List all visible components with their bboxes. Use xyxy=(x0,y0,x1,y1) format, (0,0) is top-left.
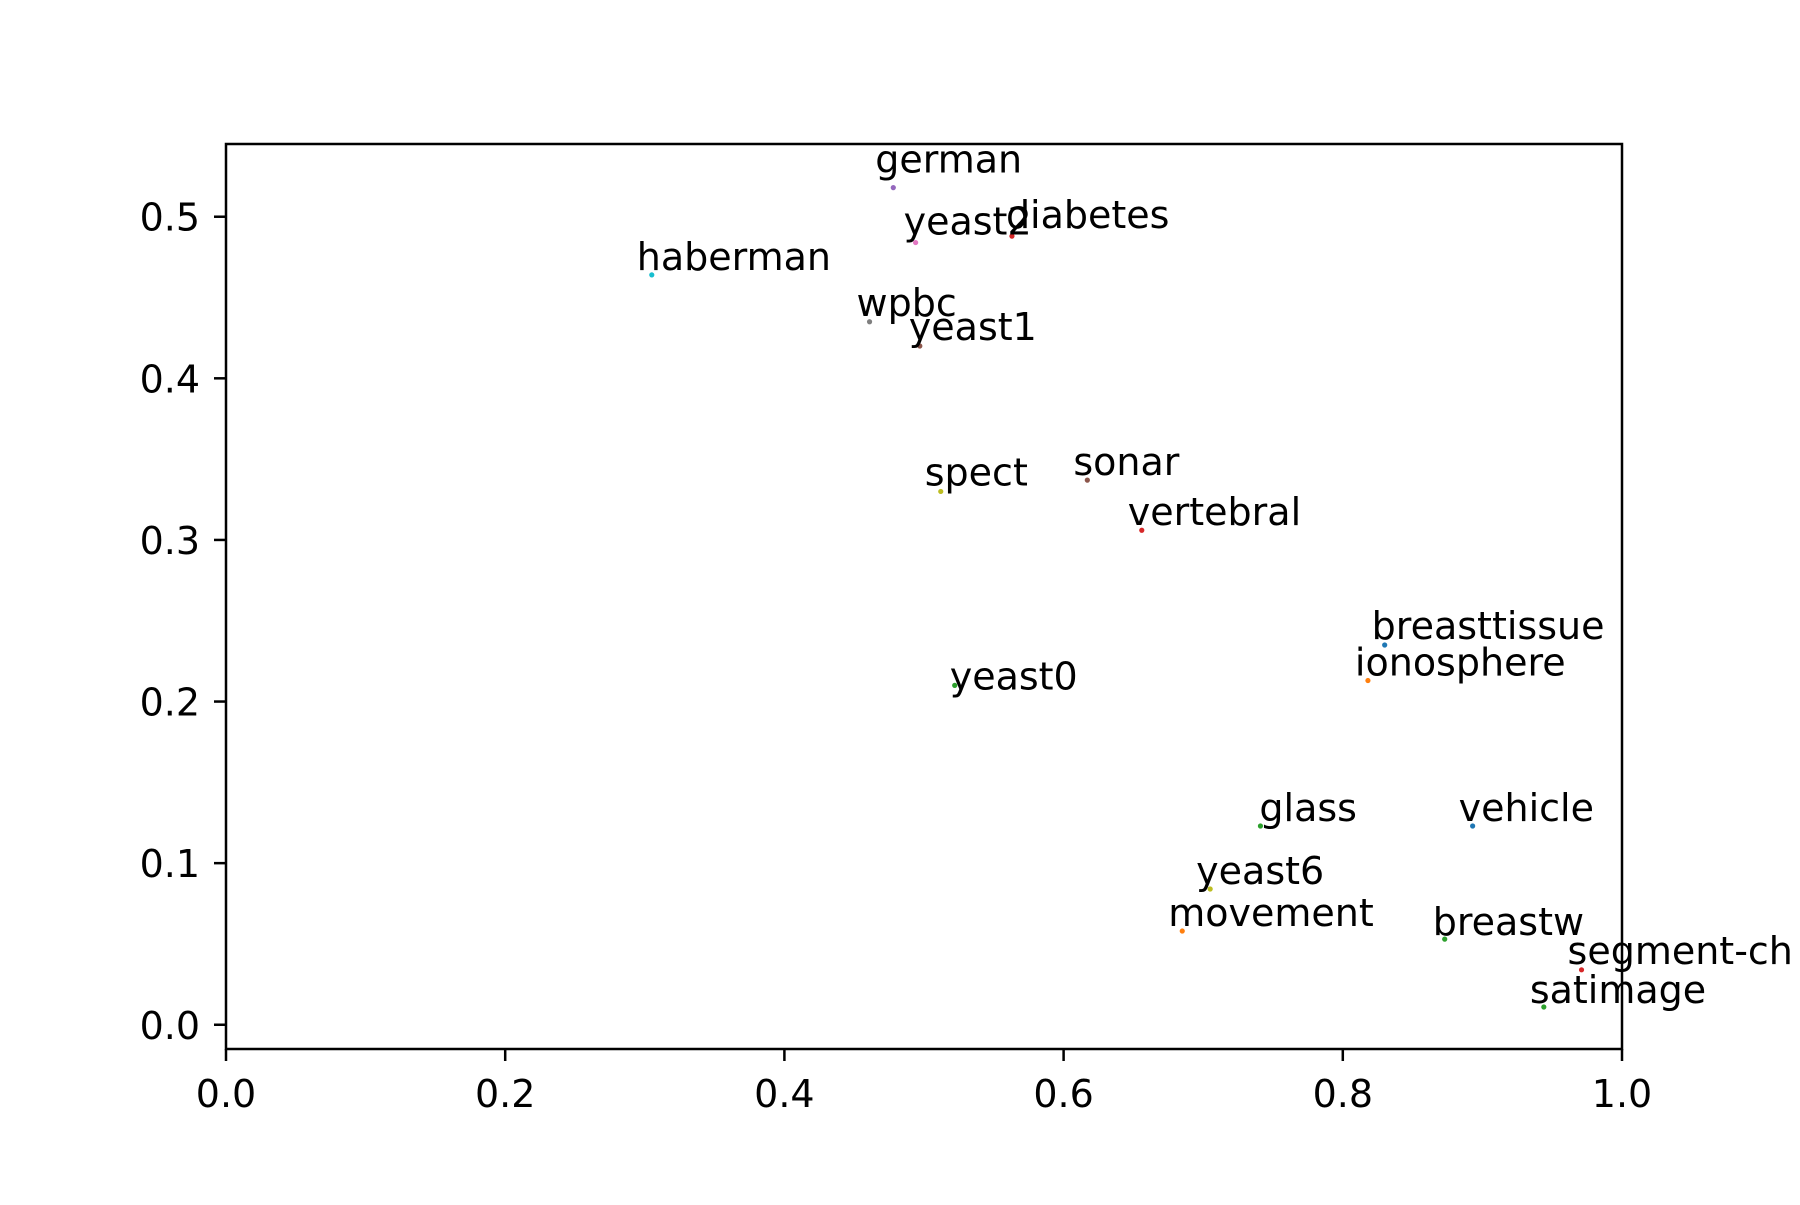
data-points xyxy=(649,185,1585,1010)
point-yeast0 xyxy=(952,682,958,688)
point-vehicle xyxy=(1470,823,1476,829)
y-tick-label: 0.2 xyxy=(140,681,200,725)
y-tick-label: 0.3 xyxy=(140,519,200,563)
x-tick-label: 0.2 xyxy=(475,1072,535,1116)
label-yeast1: yeast1 xyxy=(909,305,1037,349)
point-yeast2 xyxy=(913,239,919,246)
point-glass xyxy=(1257,823,1264,829)
point-segment-ch xyxy=(1578,967,1585,973)
label-haberman: haberman xyxy=(637,235,831,279)
point-breasttissue xyxy=(1382,642,1388,648)
point-spect xyxy=(938,488,944,495)
label-vehicle: vehicle xyxy=(1459,786,1594,830)
label-diabetes: diabetes xyxy=(1006,193,1170,237)
point-vertebral xyxy=(1139,527,1145,533)
point-sonar xyxy=(1084,477,1090,483)
y-tick-label: 0.0 xyxy=(140,1004,200,1048)
point-wpbc xyxy=(866,319,873,325)
point-satimage xyxy=(1541,1004,1547,1010)
y-tick-label: 0.1 xyxy=(140,842,200,886)
label-yeast2: yeast2 xyxy=(904,200,1032,244)
plot-area-frame xyxy=(224,142,1624,1051)
point-german xyxy=(890,185,896,191)
y-axis-ticks: 0.0 0.1 0.2 0.3 0.4 0.5 xyxy=(140,196,226,1048)
label-wpbc: wpbc xyxy=(857,281,957,325)
point-diabetes xyxy=(1009,233,1015,239)
point-haberman xyxy=(649,272,655,278)
label-breastw: breastw xyxy=(1433,900,1584,944)
x-tick-label: 0.0 xyxy=(196,1072,256,1116)
label-vertebral: vertebral xyxy=(1128,490,1301,534)
x-tick-label: 0.8 xyxy=(1313,1072,1373,1116)
label-ionosphere: ionosphere xyxy=(1355,641,1566,685)
label-sonar: sonar xyxy=(1073,440,1179,484)
label-yeast6: yeast6 xyxy=(1196,849,1324,893)
x-tick-label: 0.6 xyxy=(1033,1072,1093,1116)
point-movement xyxy=(1179,928,1185,934)
label-breasttissue: breasttissue xyxy=(1372,604,1605,648)
label-glass: glass xyxy=(1259,786,1357,830)
y-tick-label: 0.5 xyxy=(140,196,200,240)
x-axis-ticks: 0.0 0.2 0.4 0.6 0.8 1.0 xyxy=(196,1049,1652,1116)
x-tick-label: 1.0 xyxy=(1592,1072,1652,1116)
y-tick-label: 0.4 xyxy=(140,357,200,401)
label-yeast0: yeast0 xyxy=(950,654,1078,698)
x-tick-label: 0.4 xyxy=(754,1072,814,1116)
point-ionosphere xyxy=(1365,677,1371,684)
point-yeast1 xyxy=(917,343,923,349)
point-labels: germanyeast2diabeteshabermanwpbcyeast1sp… xyxy=(637,138,1793,1012)
point-yeast6 xyxy=(1207,886,1213,892)
label-spect: spect xyxy=(925,450,1028,494)
label-movement: movement xyxy=(1168,891,1374,935)
label-segment-ch: segment-ch xyxy=(1568,929,1793,973)
label-satimage: satimage xyxy=(1530,968,1706,1012)
point-breastw xyxy=(1442,936,1448,942)
